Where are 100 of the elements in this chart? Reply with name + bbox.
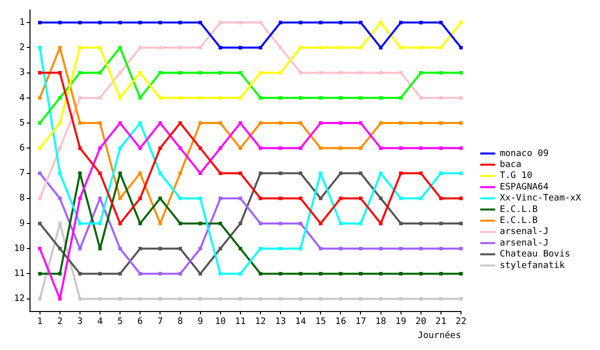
- point: [399, 246, 403, 250]
- point: [198, 272, 202, 276]
- point: [38, 171, 42, 176]
- point: [38, 96, 42, 100]
- point: [439, 121, 443, 125]
- point: [38, 146, 42, 150]
- point: [338, 46, 342, 50]
- point: [399, 297, 403, 301]
- point: [178, 71, 182, 75]
- point: [298, 71, 302, 75]
- point: [258, 297, 262, 301]
- point: [138, 297, 142, 301]
- point: [318, 272, 322, 276]
- point: [419, 171, 423, 176]
- x-tick-label: 12: [255, 317, 266, 328]
- point: [338, 246, 342, 250]
- point: [459, 96, 463, 100]
- y-tick-label: 6: [19, 143, 25, 154]
- point: [238, 20, 242, 24]
- point: [419, 196, 423, 200]
- point: [379, 222, 383, 226]
- point: [298, 297, 302, 301]
- point: [38, 196, 42, 200]
- legend-label: stylefanatik: [500, 260, 566, 271]
- point: [318, 222, 322, 226]
- point: [58, 46, 62, 50]
- legend-label: arsenal-J: [500, 238, 549, 248]
- point: [379, 246, 383, 250]
- point: [379, 272, 383, 276]
- point: [298, 121, 302, 125]
- point: [198, 196, 202, 200]
- point: [258, 146, 262, 150]
- point: [298, 246, 302, 250]
- point: [58, 297, 62, 301]
- point: [138, 196, 142, 200]
- point: [238, 96, 242, 100]
- y-tick-label: 1: [19, 18, 25, 28]
- x-tick-label: 15: [315, 317, 326, 328]
- legend-label: ESPAGNA64: [500, 182, 549, 192]
- point: [98, 121, 102, 125]
- point: [379, 297, 383, 301]
- point: [218, 246, 222, 250]
- point: [298, 222, 302, 226]
- point: [38, 272, 42, 276]
- point: [358, 20, 363, 24]
- point: [218, 96, 222, 100]
- point: [419, 121, 423, 125]
- y-tick-label: 12: [14, 294, 25, 304]
- point: [138, 46, 142, 50]
- point: [218, 146, 222, 150]
- point: [459, 196, 463, 200]
- point: [38, 297, 42, 301]
- point: [98, 146, 102, 150]
- legend-label: E.C.L.B: [500, 216, 538, 226]
- point: [358, 96, 363, 100]
- x-tick-label: 1: [37, 317, 43, 328]
- point: [439, 46, 443, 50]
- point: [38, 222, 42, 226]
- point: [419, 146, 423, 150]
- point: [218, 71, 222, 75]
- point: [258, 46, 262, 50]
- point: [379, 146, 383, 150]
- point: [318, 121, 322, 125]
- point: [58, 222, 62, 226]
- point: [278, 222, 282, 226]
- point: [439, 20, 443, 24]
- point: [459, 297, 463, 301]
- point: [399, 121, 403, 125]
- point: [98, 20, 102, 24]
- point: [238, 71, 242, 75]
- point: [98, 71, 102, 75]
- point: [98, 246, 102, 250]
- point: [178, 146, 182, 150]
- point: [258, 20, 262, 24]
- point: [379, 46, 383, 50]
- point: [358, 146, 363, 150]
- point: [238, 146, 242, 150]
- point: [379, 196, 383, 200]
- legend-label: baca: [500, 160, 522, 170]
- y-tick-label: 3: [19, 68, 25, 78]
- point: [218, 272, 222, 276]
- point: [218, 196, 222, 200]
- point: [118, 146, 122, 150]
- y-tick-label: 11: [14, 269, 25, 280]
- point: [78, 171, 82, 176]
- point: [78, 222, 82, 226]
- point: [338, 71, 342, 75]
- point: [258, 222, 262, 226]
- point: [198, 71, 202, 75]
- point: [178, 246, 182, 250]
- point: [358, 71, 363, 75]
- point: [258, 71, 262, 75]
- point: [278, 71, 282, 75]
- point: [439, 196, 443, 200]
- x-tick-label: 18: [375, 317, 386, 328]
- point: [318, 196, 322, 200]
- point: [358, 246, 363, 250]
- point: [178, 196, 182, 200]
- point: [419, 71, 423, 75]
- point: [459, 171, 463, 176]
